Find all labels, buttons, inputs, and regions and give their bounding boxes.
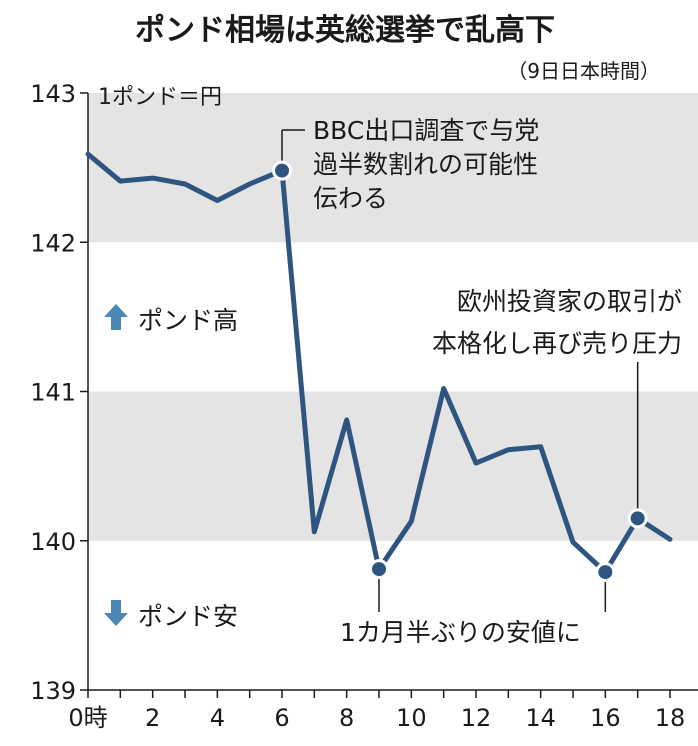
annotation-exit-poll-line3: 伝わる bbox=[313, 184, 388, 213]
annotation-european-selling: 欧州投資家の取引が 本格化し再び売り圧力 bbox=[432, 287, 682, 358]
x-tick-label: 14 bbox=[525, 704, 556, 732]
data-point bbox=[272, 160, 292, 181]
legend-up-label: ポンド高 bbox=[138, 306, 238, 335]
x-tick-label: 2 bbox=[145, 704, 160, 732]
x-tick-label: 16 bbox=[590, 704, 621, 732]
annotation-exit-poll-line1: BBC出口調査で与党 bbox=[313, 116, 539, 145]
y-tick-label: 139 bbox=[30, 677, 76, 705]
band-1 bbox=[88, 391, 698, 541]
background-bands bbox=[88, 93, 698, 541]
annotation-european-line1: 欧州投資家の取引が bbox=[457, 287, 682, 316]
band-0 bbox=[88, 93, 698, 243]
y-tick-label: 142 bbox=[30, 229, 76, 257]
x-tick-label: 6 bbox=[274, 704, 289, 732]
y-tick-label: 143 bbox=[30, 80, 76, 108]
x-axis: 0時 2 4 6 8 10 12 14 16 18 bbox=[68, 690, 685, 732]
x-tick-label: 8 bbox=[339, 704, 354, 732]
chart-title: ポンド相場は英総選挙で乱高下 bbox=[135, 13, 555, 48]
y-tick-label: 141 bbox=[30, 379, 76, 407]
up-arrow-icon bbox=[104, 304, 128, 330]
data-point bbox=[595, 562, 616, 583]
x-tick-label: 10 bbox=[396, 704, 427, 732]
data-point bbox=[369, 559, 389, 580]
legend-up: ポンド高 bbox=[104, 304, 238, 335]
annotation-european-line2: 本格化し再び売り圧力 bbox=[432, 329, 682, 358]
x-tick-label: 0時 bbox=[68, 704, 107, 732]
annotation-low: 1カ月半ぶりの安値に bbox=[340, 618, 581, 647]
series-gbp-jpy bbox=[85, 151, 673, 583]
x-tick-label: 12 bbox=[461, 704, 492, 732]
unit-label: 1ポンド＝円 bbox=[98, 85, 222, 110]
annotation-exit-poll: BBC出口調査で与党 過半数割れの可能性 伝わる bbox=[313, 116, 539, 213]
chart-subtitle: （9日日本時間） bbox=[507, 59, 660, 83]
x-tick-label: 18 bbox=[655, 704, 686, 732]
down-arrow-icon bbox=[104, 600, 128, 626]
legend-down-label: ポンド安 bbox=[138, 602, 238, 631]
annotation-exit-poll-line2: 過半数割れの可能性 bbox=[313, 150, 538, 179]
y-axis: 143 142 141 140 139 bbox=[30, 80, 88, 705]
legend-down: ポンド安 bbox=[104, 600, 238, 631]
y-tick-label: 140 bbox=[30, 528, 76, 556]
data-point bbox=[627, 508, 648, 529]
x-tick-label: 4 bbox=[210, 704, 225, 732]
